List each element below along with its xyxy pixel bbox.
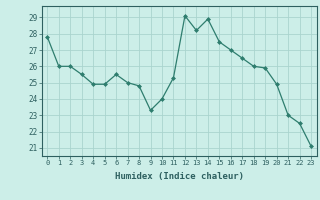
- X-axis label: Humidex (Indice chaleur): Humidex (Indice chaleur): [115, 172, 244, 181]
